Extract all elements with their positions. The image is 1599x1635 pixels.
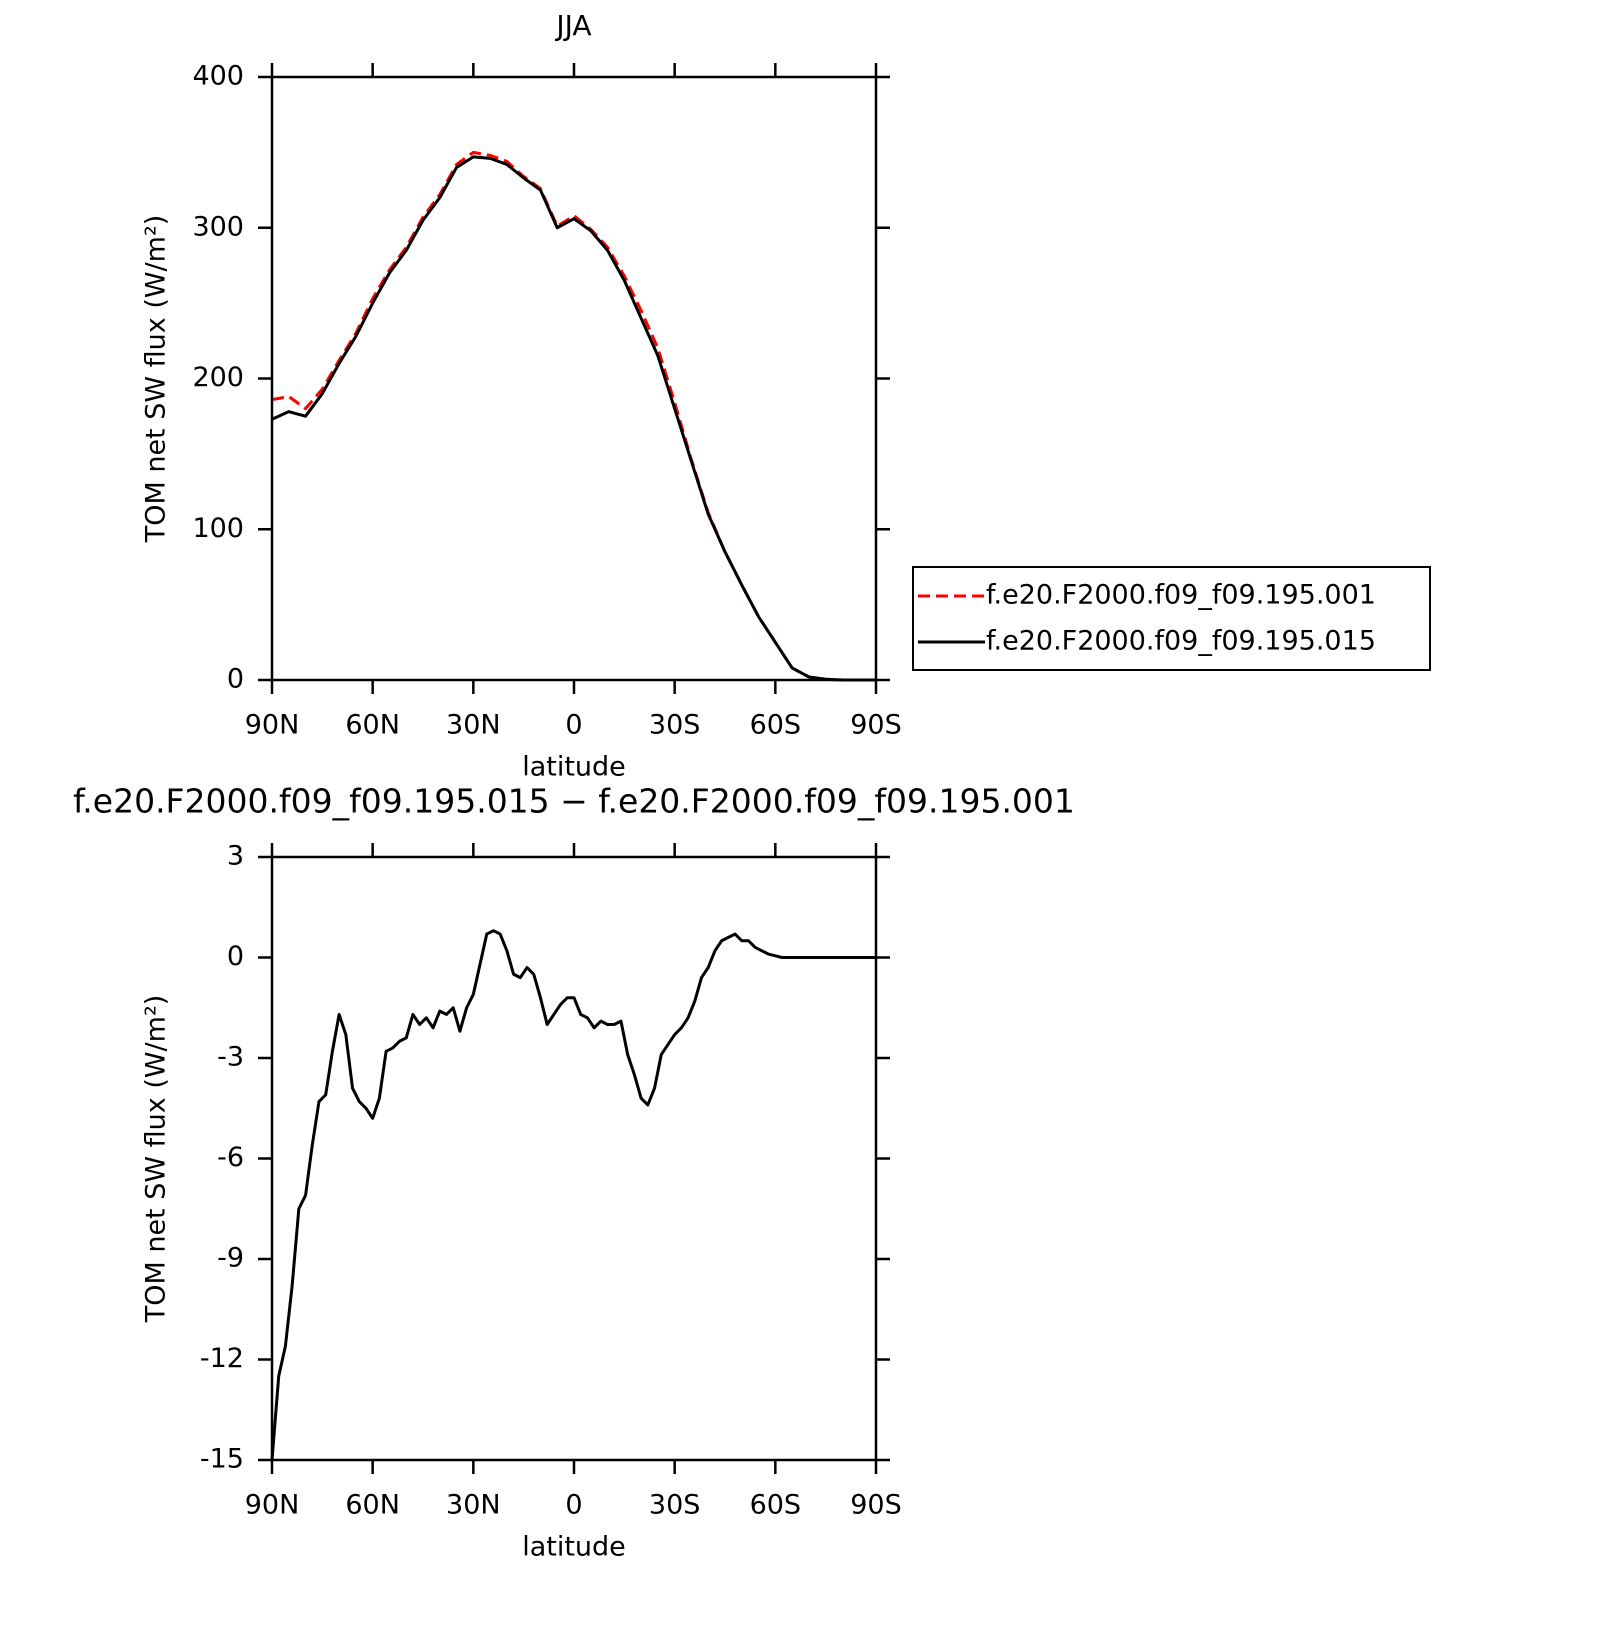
y-axis-label: TOM net SW flux (W/m²) (141, 995, 172, 1324)
x-axis-label: latitude (522, 752, 626, 783)
y-tick-label: -3 (217, 1042, 244, 1073)
chart-title: JJA (554, 9, 591, 42)
x-tick-label: 30N (446, 710, 501, 741)
y-tick-label: 400 (192, 61, 244, 92)
data-line (271, 155, 876, 682)
x-tick-label: 90S (850, 710, 902, 741)
x-tick-label: 90N (245, 1490, 300, 1521)
y-tick-label: -6 (217, 1142, 244, 1173)
plot-frame (270, 855, 878, 1462)
y-tick-label: -15 (200, 1444, 244, 1475)
y-tick-label: 300 (192, 211, 244, 242)
x-axis-label: latitude (522, 1532, 626, 1563)
x-tick-label: 30S (649, 710, 701, 741)
y-tick-label: 100 (192, 513, 244, 544)
x-tick-label: 60N (345, 710, 400, 741)
y-tick-label: -9 (217, 1243, 244, 1274)
x-tick-label: 60S (750, 710, 802, 741)
legend-box (912, 566, 1431, 671)
y-axis-label: TOM net SW flux (W/m²) (141, 215, 172, 544)
y-tick-label: 0 (227, 941, 244, 972)
x-tick-label: 30N (446, 1490, 501, 1521)
x-tick-label: 90N (245, 710, 300, 741)
x-tick-label: 90S (850, 1490, 902, 1521)
x-tick-label: 60S (750, 1490, 802, 1521)
x-tick-label: 30S (649, 1490, 701, 1521)
x-tick-label: 60N (345, 1490, 400, 1521)
plot-frame (270, 75, 878, 682)
x-tick-label: 0 (565, 710, 582, 741)
x-tick-label: 0 (565, 1490, 582, 1521)
chart-title: f.e20.F2000.f09_f09.195.015 − f.e20.F200… (73, 782, 1075, 821)
y-tick-label: 200 (192, 362, 244, 393)
y-tick-label: 3 (227, 841, 244, 872)
y-tick-label: 0 (227, 664, 244, 695)
data-line (270, 929, 876, 1461)
legend-label: f.e20.F2000.f09_f09.195.015 (986, 626, 1376, 657)
y-tick-label: -12 (200, 1343, 244, 1374)
legend-label: f.e20.F2000.f09_f09.195.001 (986, 580, 1376, 611)
data-line (271, 150, 876, 682)
